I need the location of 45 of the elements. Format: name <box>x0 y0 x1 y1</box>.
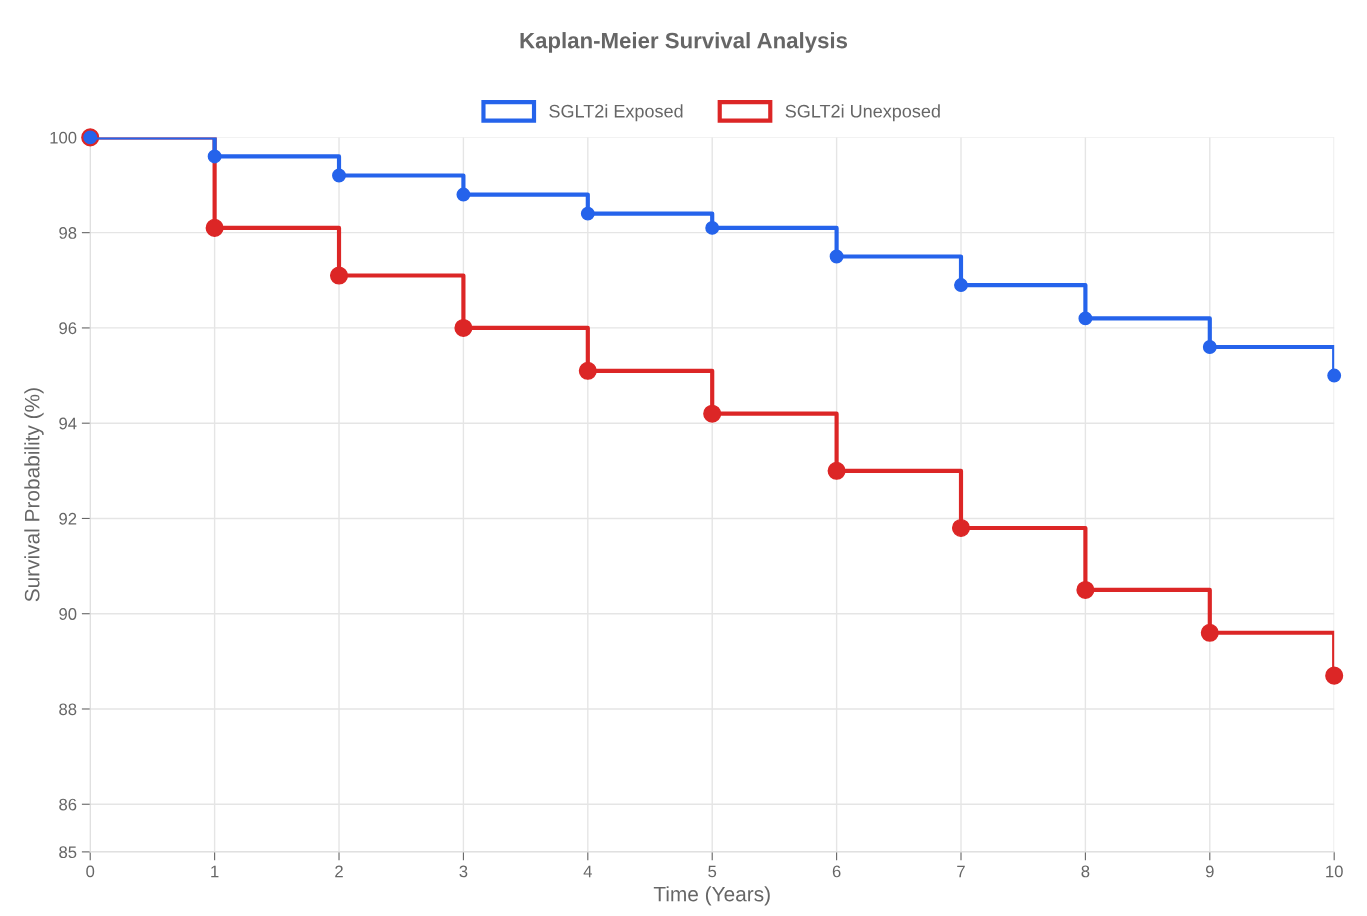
y-tick-label: 94 <box>59 417 77 430</box>
y-tick-label: 88 <box>59 703 77 716</box>
point <box>207 149 222 164</box>
point <box>454 318 473 337</box>
point <box>951 518 971 538</box>
point <box>456 187 471 202</box>
point <box>1327 368 1342 383</box>
point <box>954 278 968 293</box>
x-tick-label: 3 <box>459 865 468 878</box>
point <box>1202 340 1217 354</box>
y-tick-label: 92 <box>59 512 77 525</box>
y-tick-label: 90 <box>59 608 77 620</box>
x-tick-label: 7 <box>957 865 965 878</box>
point <box>578 361 597 380</box>
x-tick-label: 5 <box>708 865 717 878</box>
point <box>332 168 346 183</box>
point <box>329 266 349 285</box>
point <box>703 404 722 423</box>
y-tick-label: 98 <box>59 227 77 239</box>
y-tick-label: 86 <box>59 798 77 811</box>
y-tick-label: 96 <box>59 322 77 335</box>
x-tick-label: 4 <box>583 865 592 878</box>
point <box>1076 580 1095 599</box>
point <box>205 218 224 237</box>
x-tick-label: 0 <box>86 865 95 878</box>
chart-title: Kaplan-Meier Survival Analysis <box>520 32 848 53</box>
x-axis-title: Time (Years) <box>653 886 770 906</box>
y-tick-label: 100 <box>50 131 77 144</box>
point <box>829 249 844 264</box>
legend-label: SGLT2i Exposed <box>549 104 683 122</box>
point <box>705 220 720 235</box>
x-tick-label: 1 <box>211 865 219 878</box>
point <box>1325 666 1344 685</box>
point <box>1200 623 1219 642</box>
x-tick-label: 9 <box>1205 865 1214 878</box>
point <box>827 461 846 480</box>
y-axis-title: Survival Probability (%) <box>24 388 44 602</box>
x-tick-label: 10 <box>1326 865 1343 878</box>
legend-label: SGLT2i Unexposed <box>785 104 940 122</box>
y-tick-label: 85 <box>59 846 77 859</box>
point <box>1078 311 1093 326</box>
point <box>580 206 595 221</box>
x-tick-label: 8 <box>1081 865 1090 878</box>
x-tick-label: 6 <box>832 865 841 878</box>
x-tick-label: 2 <box>335 865 343 878</box>
